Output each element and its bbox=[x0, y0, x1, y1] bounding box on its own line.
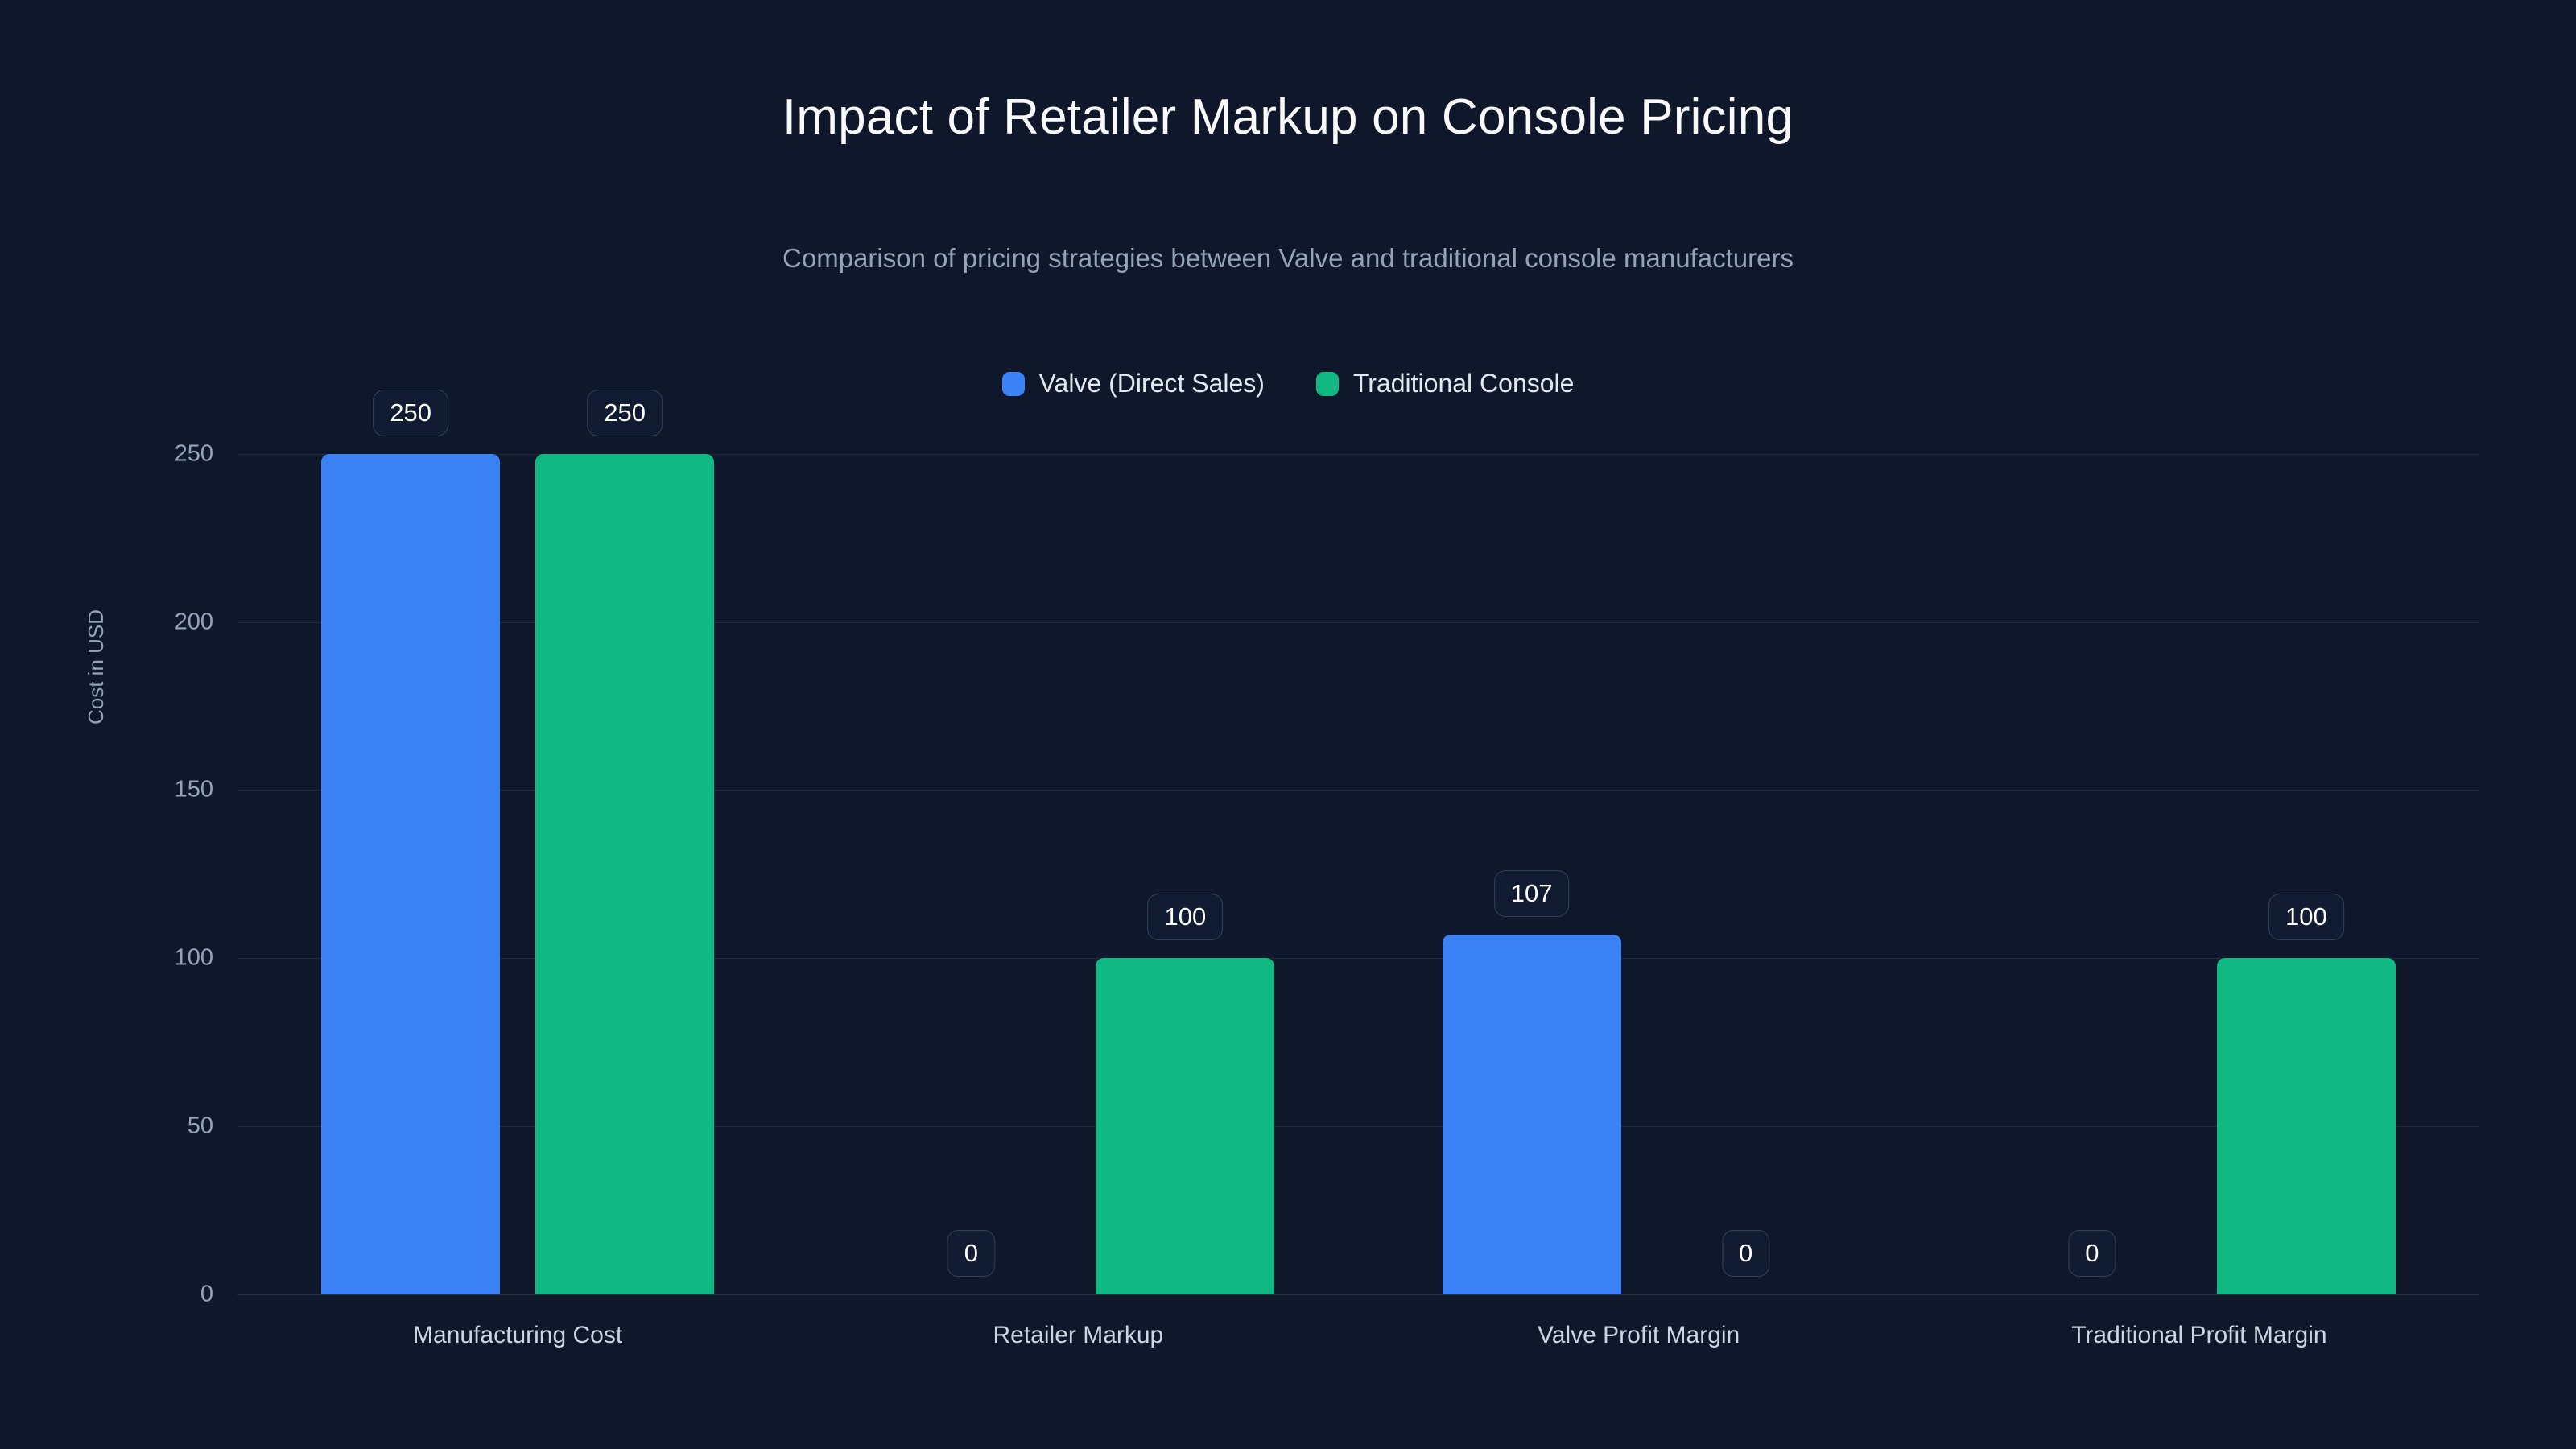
gridline bbox=[237, 621, 2479, 623]
y-tick-label: 200 bbox=[174, 609, 213, 635]
x-tick-label: Manufacturing Cost bbox=[413, 1322, 623, 1348]
data-label: 100 bbox=[1147, 894, 1224, 941]
legend-swatch-icon bbox=[1315, 371, 1339, 396]
plot-area bbox=[237, 420, 2479, 1295]
y-tick-label: 250 bbox=[174, 440, 213, 467]
x-tick-label: Traditional Profit Margin bbox=[2071, 1322, 2327, 1348]
chart-subtitle: Comparison of pricing strategies between… bbox=[782, 243, 1794, 273]
data-label: 0 bbox=[1722, 1230, 1770, 1277]
data-label: 250 bbox=[373, 389, 448, 436]
legend-swatch-icon bbox=[1001, 371, 1025, 396]
gridline bbox=[237, 453, 2479, 455]
data-label: 107 bbox=[1493, 870, 1570, 918]
data-label: 100 bbox=[2268, 894, 2344, 941]
y-tick-label: 0 bbox=[200, 1281, 213, 1307]
legend-item-label: Valve (Direct Sales) bbox=[1038, 369, 1265, 398]
data-label: 0 bbox=[947, 1230, 995, 1277]
y-tick-label: 50 bbox=[187, 1113, 213, 1139]
legend-item-1[interactable]: Traditional Console bbox=[1315, 369, 1575, 398]
gridline bbox=[237, 790, 2479, 791]
gridline bbox=[237, 1126, 2479, 1128]
chart-legend: Valve (Direct Sales) Traditional Console bbox=[0, 369, 2576, 398]
y-tick-label: 100 bbox=[174, 944, 213, 971]
x-tick-label: Retailer Markup bbox=[993, 1322, 1164, 1348]
y-tick-label: 150 bbox=[174, 776, 213, 803]
gridline bbox=[237, 1294, 2479, 1295]
page-title: Impact of Retailer Markup on Console Pri… bbox=[782, 89, 1794, 145]
gridline bbox=[237, 958, 2479, 960]
bar-3-1[interactable] bbox=[2216, 958, 2396, 1294]
legend-item-label: Traditional Console bbox=[1352, 369, 1575, 398]
data-label: 0 bbox=[2068, 1230, 2116, 1277]
bar-0-0[interactable] bbox=[321, 453, 501, 1294]
legend-item-0[interactable]: Valve (Direct Sales) bbox=[1001, 369, 1265, 398]
data-label: 250 bbox=[587, 389, 663, 436]
bar-0-1[interactable] bbox=[535, 453, 715, 1294]
x-tick-label: Valve Profit Margin bbox=[1538, 1322, 1740, 1348]
bar-1-1[interactable] bbox=[1096, 958, 1275, 1294]
bar-2-0[interactable] bbox=[1442, 935, 1621, 1294]
